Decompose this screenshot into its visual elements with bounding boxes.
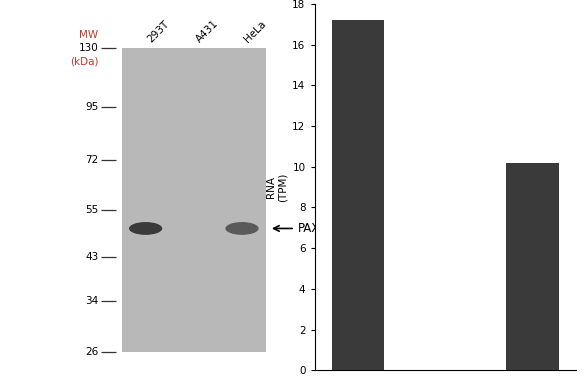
Text: PAX6: PAX6 (298, 222, 328, 235)
Text: 293T: 293T (146, 19, 171, 44)
Text: MW: MW (79, 31, 98, 40)
Text: 72: 72 (85, 155, 98, 164)
Text: 130: 130 (79, 43, 98, 53)
Bar (122, 48, 266, 352)
Text: (kDa): (kDa) (70, 56, 98, 66)
Text: 34: 34 (85, 296, 98, 307)
Y-axis label: RNA
(TPM): RNA (TPM) (266, 172, 288, 202)
Text: 95: 95 (85, 102, 98, 112)
Ellipse shape (225, 222, 258, 235)
Text: 43: 43 (85, 252, 98, 262)
Text: A431: A431 (194, 18, 220, 44)
Bar (332, 20, 384, 370)
Text: HeLa: HeLa (242, 19, 268, 44)
Bar (506, 163, 559, 370)
Ellipse shape (129, 222, 162, 235)
Text: 55: 55 (85, 205, 98, 215)
Text: 26: 26 (85, 347, 98, 357)
